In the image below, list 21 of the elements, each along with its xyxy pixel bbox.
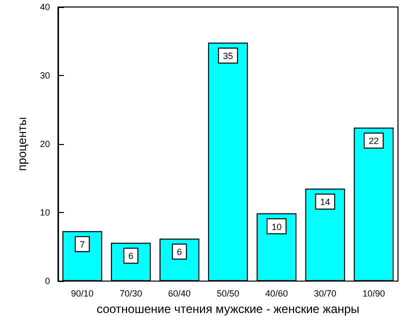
data-label: 35: [222, 51, 234, 62]
data-label: 7: [80, 240, 85, 250]
x-tick-label: 10/90: [362, 288, 385, 299]
x-tick-label: 50/50: [216, 288, 240, 299]
x-tick-label: 30/70: [314, 288, 336, 299]
data-label: 6: [128, 251, 134, 262]
x-tick-label: 40/60: [265, 288, 288, 299]
y-tick-label: 20: [40, 139, 50, 150]
y-tick-label: 0: [44, 276, 50, 286]
data-label: 10: [272, 222, 282, 232]
y-tick-label: 30: [40, 70, 50, 81]
data-label: 22: [368, 136, 379, 146]
x-tick-label: 70/30: [120, 288, 142, 299]
y-tick-label: 40: [40, 2, 50, 12]
data-label: 14: [320, 197, 330, 208]
x-axis-title: соотношение чтения мужские - женские жанры: [96, 302, 360, 316]
x-tick-label: 60/40: [168, 288, 191, 299]
x-tick-label: 90/10: [71, 288, 94, 299]
y-axis-title: проценты: [15, 117, 29, 172]
data-label: 6: [176, 247, 182, 258]
y-tick-label: 10: [40, 208, 50, 218]
